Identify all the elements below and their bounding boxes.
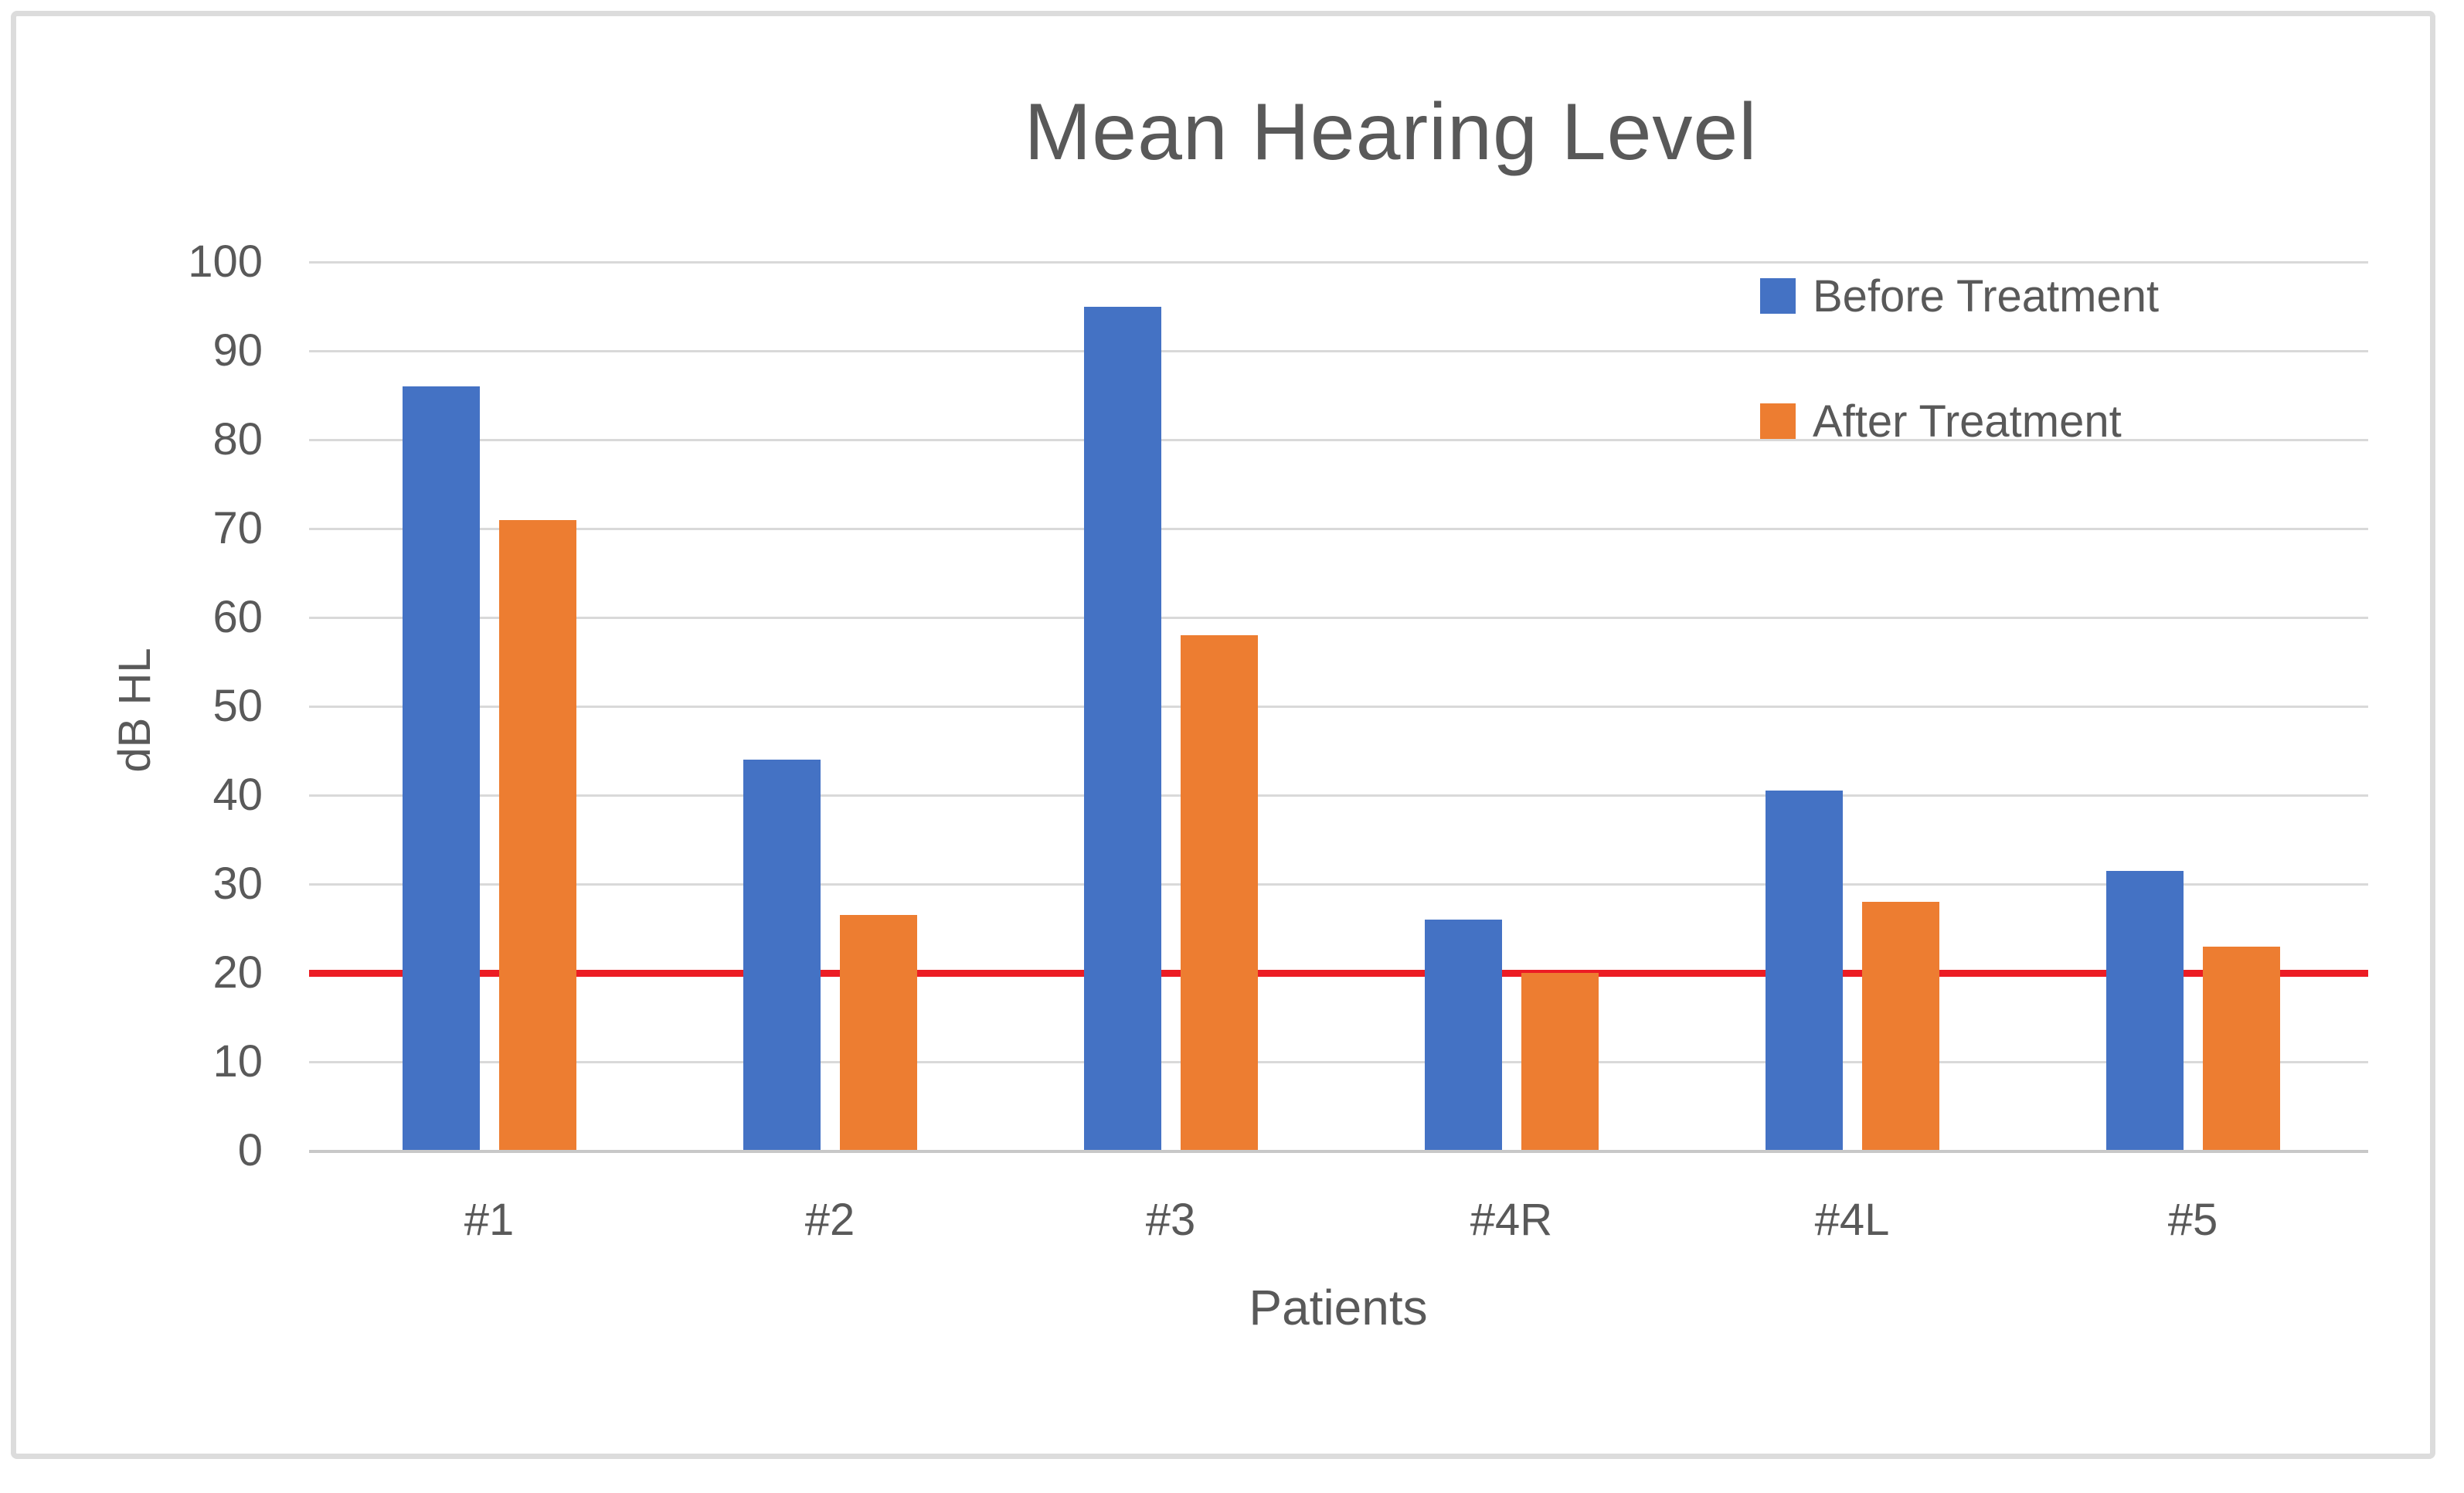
y-tick-label-30: 30 [212, 859, 263, 909]
y-tick-label-60: 60 [212, 592, 263, 642]
bar-after-2 [839, 915, 917, 1151]
bar-before-4L [1765, 791, 1843, 1151]
y-tick-label-10: 10 [212, 1036, 263, 1087]
gridline-90 [309, 349, 2368, 352]
gridline-100 [309, 260, 2368, 264]
x-tick-label-1: #1 [464, 1195, 515, 1245]
bar-before-5 [2105, 870, 2184, 1151]
x-axis-title: Patients [1249, 1280, 1428, 1335]
y-tick-label-90: 90 [212, 325, 263, 376]
bar-before-3 [1083, 306, 1161, 1151]
legend-label: Before Treatment [1813, 270, 2160, 321]
bar-before-4R [1424, 920, 1502, 1151]
legend-marker-blue-square-icon [1760, 278, 1796, 314]
x-tick-label-5: #5 [2167, 1195, 2218, 1245]
x-axis-line [309, 1149, 2368, 1153]
bar-after-4R [1521, 973, 1599, 1151]
gridline-50 [309, 705, 2368, 708]
plot-area [309, 260, 2368, 1153]
y-tick-label-100: 100 [188, 236, 263, 287]
gridline-80 [309, 438, 2368, 441]
y-tick-label-70: 70 [212, 503, 263, 553]
legend-label: After Treatment [1813, 396, 2122, 447]
gridline-10 [309, 1060, 2368, 1063]
y-tick-label-50: 50 [212, 681, 263, 731]
x-tick-label-2: #2 [804, 1195, 855, 1245]
chart-title: Mean Hearing Level [1024, 87, 1758, 177]
x-tick-label-4L: #4L [1814, 1195, 1890, 1245]
y-tick-label-20: 20 [212, 947, 263, 998]
legend-marker-orange-square-icon [1760, 403, 1796, 439]
bar-after-1 [498, 519, 576, 1151]
gridline-70 [309, 527, 2368, 530]
legend-item-before-treatment: Before Treatment [1760, 270, 2159, 321]
bar-before-1 [402, 386, 480, 1151]
bar-after-3 [1180, 635, 1258, 1151]
y-tick-label-80: 80 [212, 414, 263, 464]
gridline-30 [309, 883, 2368, 886]
bar-after-4L [1861, 902, 1939, 1151]
x-tick-label-4R: #4R [1470, 1195, 1553, 1245]
legend-item-after-treatment: After Treatment [1760, 396, 2159, 447]
bar-after-5 [2202, 946, 2280, 1151]
x-tick-label-3: #3 [1145, 1195, 1196, 1245]
y-tick-label-0: 0 [237, 1125, 263, 1175]
gridline-60 [309, 616, 2368, 619]
legend: Before Treatment After Treatment [1760, 270, 2159, 521]
y-tick-label-40: 40 [212, 770, 263, 820]
gridline-40 [309, 794, 2368, 797]
bar-before-2 [743, 760, 821, 1151]
reference-line-20db [309, 969, 2368, 977]
